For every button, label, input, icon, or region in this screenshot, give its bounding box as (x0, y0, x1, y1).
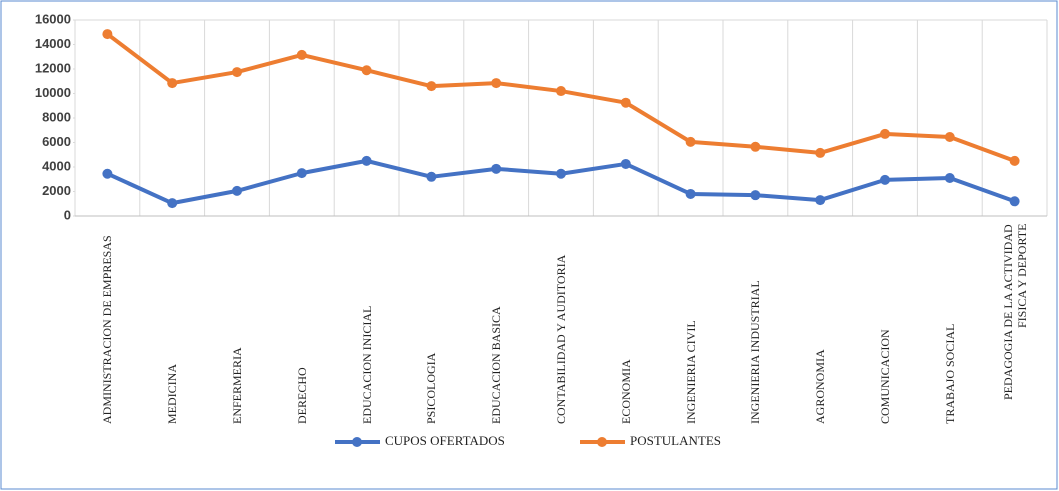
point (944, 131, 955, 142)
legend-label: POSTULANTES (630, 433, 721, 448)
point (491, 78, 502, 89)
x-tick-label: PEDAGOGIA DE LA ACTIVIDAD FISICA Y DEPOR… (1000, 224, 1029, 400)
point (685, 136, 696, 147)
point (880, 128, 890, 139)
point (491, 163, 502, 174)
point (361, 155, 372, 166)
point (556, 168, 566, 179)
point (750, 141, 761, 152)
x-tick-label: INGENIERIA INDUSTRIAL (748, 280, 763, 424)
x-tick-label: EDUCACION INICIAL (359, 305, 374, 424)
point (232, 67, 242, 78)
x-tick-label: DERECHO (294, 367, 309, 424)
point (815, 147, 826, 158)
point (620, 158, 631, 169)
point (880, 174, 890, 185)
x-tick-label: MEDICINA (165, 364, 180, 424)
x-tick-label: EDUCACION BASICA (489, 306, 504, 424)
point (232, 185, 242, 196)
x-tick-label: ENFERMERIA (230, 347, 244, 424)
point (102, 168, 113, 179)
series-line (106, 158, 1016, 206)
x-tick-label: COMUNICACION (878, 329, 892, 424)
y-tick-label: 0 (64, 207, 71, 222)
x-tick-label: INGENIERIA CIVIL (683, 320, 698, 424)
point (167, 198, 178, 209)
point (296, 168, 307, 179)
y-tick-label: 16000 (35, 11, 71, 26)
x-tick-label: TRABAJO SOCIAL (942, 323, 957, 424)
y-tick-label: 14000 (35, 36, 71, 51)
point (1009, 196, 1020, 207)
legend-marker (597, 437, 607, 447)
legend-marker (352, 437, 362, 447)
point (620, 97, 631, 108)
x-tick-label: CONTABILIDAD Y AUDITORIA (554, 254, 568, 424)
series-line (106, 32, 1016, 163)
point (296, 49, 307, 60)
x-tick-label: PSICOLOGIA (424, 352, 439, 424)
point (1009, 155, 1020, 166)
y-tick-label: 10000 (35, 85, 71, 100)
point (167, 78, 178, 89)
point (685, 188, 696, 199)
point (750, 190, 761, 201)
x-tick-label: ECONOMIA (618, 359, 633, 424)
point (426, 171, 437, 182)
point (556, 86, 566, 97)
point (815, 195, 826, 206)
point (944, 173, 955, 184)
point (426, 81, 437, 92)
x-tick-label: AGRONOMIA (813, 349, 828, 424)
y-tick-label: 2000 (42, 183, 71, 198)
y-tick-label: 8000 (42, 109, 71, 124)
point (361, 65, 372, 76)
legend-label: CUPOS OFERTADOS (385, 433, 505, 448)
y-tick-label: 6000 (42, 134, 71, 149)
y-tick-label: 12000 (35, 60, 71, 75)
point (102, 29, 113, 40)
x-tick-label: ADMINISTRACION DE EMPRESAS (100, 235, 115, 424)
y-tick-label: 4000 (42, 158, 71, 173)
